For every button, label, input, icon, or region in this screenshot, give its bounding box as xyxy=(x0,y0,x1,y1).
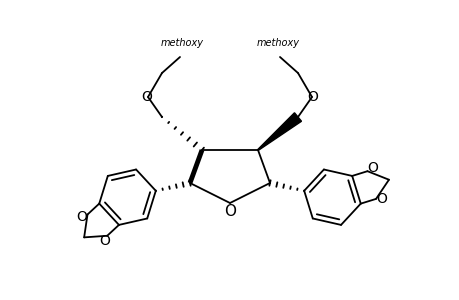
Text: O: O xyxy=(307,90,318,104)
Text: O: O xyxy=(224,205,235,220)
Text: methoxy: methoxy xyxy=(160,38,203,48)
Polygon shape xyxy=(257,113,301,150)
Text: O: O xyxy=(141,90,152,104)
Text: O: O xyxy=(99,234,110,248)
Text: O: O xyxy=(76,210,87,224)
Text: O: O xyxy=(366,160,377,175)
Text: O: O xyxy=(376,192,386,206)
Text: methoxy: methoxy xyxy=(256,38,299,48)
